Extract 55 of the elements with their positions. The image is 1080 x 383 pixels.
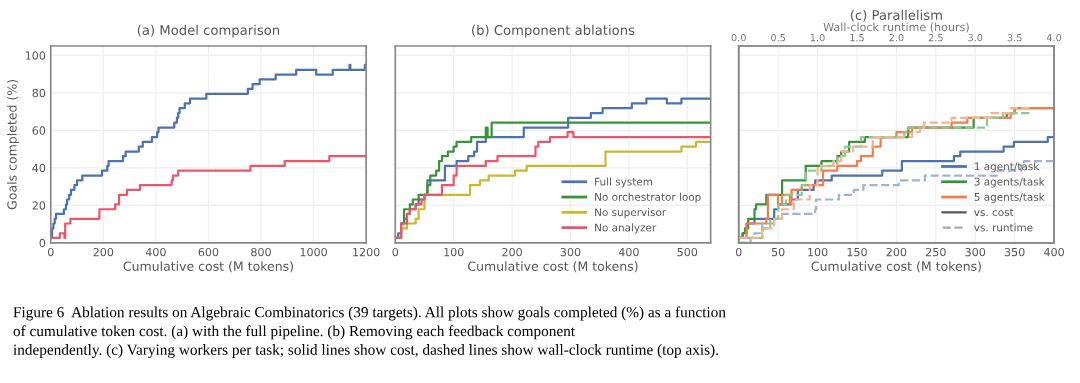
x2-tick-label: 2.0 <box>889 33 904 42</box>
x-axis-title: Cumulative cost (M tokens) <box>811 261 981 273</box>
x-tick-label: 400 <box>618 247 639 257</box>
y-tick-label: 40 <box>32 163 46 173</box>
y-tick-label: 0 <box>39 238 46 248</box>
x-tick-label: 150 <box>847 247 867 257</box>
x2-tick-label: 1.5 <box>850 34 864 42</box>
x-tick-label: 100 <box>444 247 464 257</box>
x2-tick-label: 4.0 <box>1046 33 1062 42</box>
x-tick-label: 200 <box>502 247 522 257</box>
legend-label: No orchestrator loop <box>595 192 701 203</box>
x-tick-label: 500 <box>677 247 698 257</box>
x2-tick-label: 0.0 <box>731 33 746 42</box>
x-tick-label: 800 <box>251 247 271 257</box>
x-tick-label: 200 <box>93 247 114 257</box>
chart-title: (c) Parallelism <box>850 9 942 22</box>
y-axis-title: Goals completed (%) <box>7 80 20 210</box>
x-tick-label: 300 <box>965 247 986 257</box>
x-axis-title: Cumulative cost (M tokens) <box>468 261 638 273</box>
x-tick-label: 1200 <box>353 247 380 257</box>
x-tick-label: 400 <box>1044 247 1064 257</box>
y-tick-label: 20 <box>32 201 46 210</box>
x-tick-label: 250 <box>926 247 946 257</box>
x2-tick-label: 3.0 <box>968 33 983 42</box>
legend-label: No analyzer <box>595 223 657 234</box>
x-axis-title: Cumulative cost (M tokens) <box>123 261 293 273</box>
caption: Figure 6 Ablation results on Algebraic Combinatorics (39 targets). All plots show goals completed (%) as a function of cumulative token cost. (a) with the full pipeline. (b) Removing each feedback component independently. (c) Varying workers per task; solid lines show cost, dashed lines show wall-clock runtime (top axis). <box>13 306 726 359</box>
x-tick-label: 400 <box>145 247 166 257</box>
x-tick-label: 50 <box>771 247 785 257</box>
x2-axis-title: Wall-clock runtime (hours) <box>823 22 969 33</box>
y-tick-label: 100 <box>25 51 46 60</box>
x2-tick-label: 0.5 <box>771 33 786 42</box>
x-tick-label: 300 <box>560 247 581 257</box>
legend-label: Full system <box>595 177 653 188</box>
y-tick-label: 80 <box>32 88 46 98</box>
legend-label: 3 agents/task <box>974 177 1045 188</box>
x-tick-label: 100 <box>808 247 828 257</box>
legend-label: 5 agents/task <box>974 192 1045 203</box>
annotation: vs. runtime <box>974 223 1033 232</box>
legend-label: 1 agent/task <box>974 162 1040 173</box>
x2-tick-label: 1.0 <box>810 33 825 42</box>
chart-title: (b) Component ablations <box>472 24 635 38</box>
chart-title: (a) Model comparison <box>137 24 280 38</box>
legend-label: No supervisor <box>595 208 667 219</box>
x2-tick-label: 2.5 <box>928 33 943 42</box>
x-tick-label: 200 <box>886 247 907 257</box>
x-tick-label: 0 <box>47 247 54 257</box>
x-tick-label: 0 <box>392 247 399 257</box>
x-tick-label: 1000 <box>300 247 327 257</box>
x-tick-label: 0 <box>735 247 742 257</box>
y-tick-label: 60 <box>32 126 46 135</box>
x-tick-label: 600 <box>198 247 219 257</box>
annotation: vs. cost <box>974 208 1014 217</box>
x-tick-label: 350 <box>1004 247 1025 257</box>
x2-tick-label: 3.5 <box>1007 33 1022 42</box>
